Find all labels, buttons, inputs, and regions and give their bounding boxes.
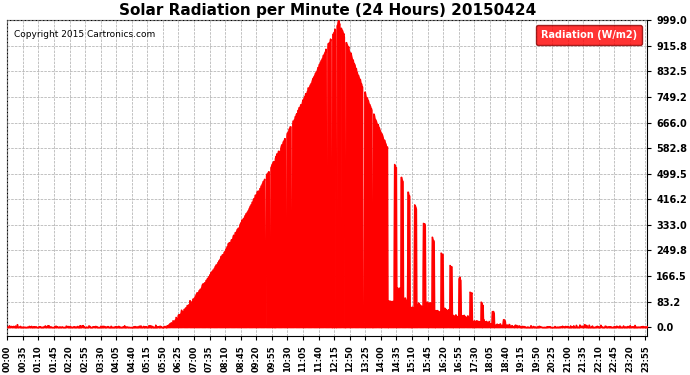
Text: Copyright 2015 Cartronics.com: Copyright 2015 Cartronics.com [14,30,155,39]
Title: Solar Radiation per Minute (24 Hours) 20150424: Solar Radiation per Minute (24 Hours) 20… [119,3,536,18]
Legend: Radiation (W/m2): Radiation (W/m2) [537,25,642,45]
